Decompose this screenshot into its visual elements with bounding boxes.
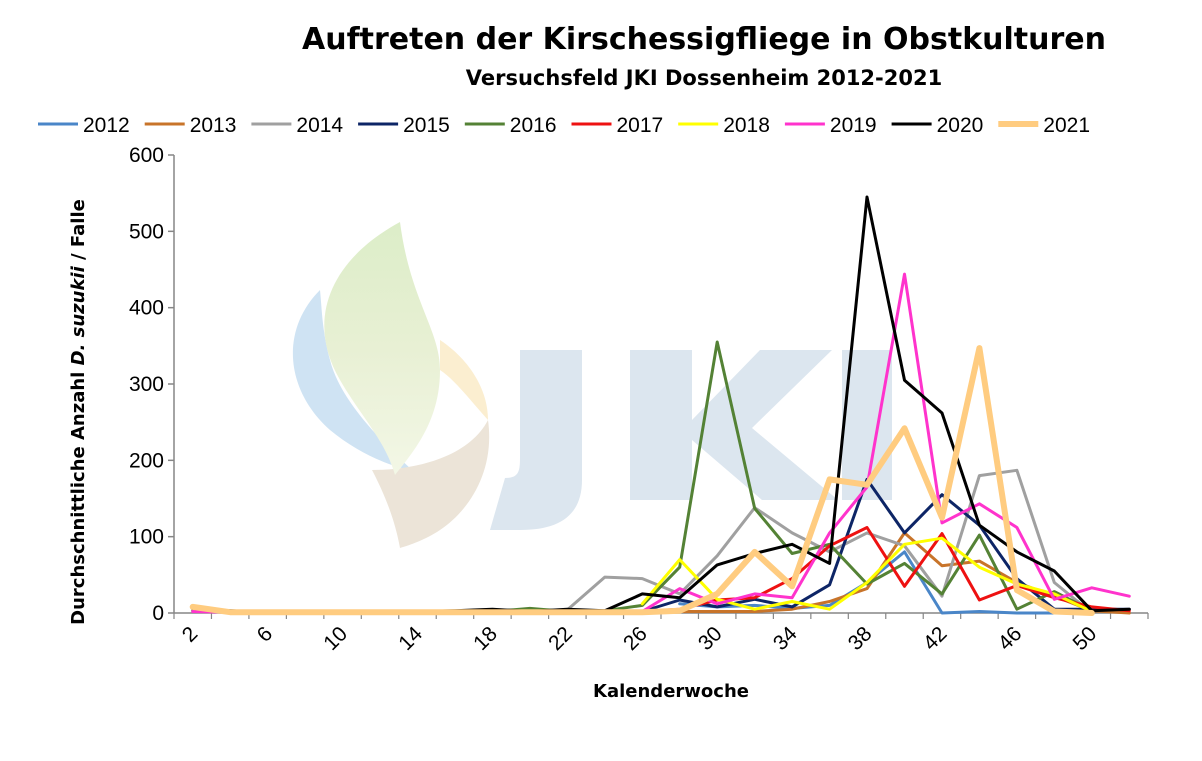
x-tick-label: 22 — [544, 622, 577, 655]
y-axis-label-species: D. suzukii — [68, 265, 89, 365]
series-line-2021 — [189, 345, 1095, 616]
jki-watermark-logo — [292, 222, 892, 548]
x-tick-label: 50 — [1069, 622, 1102, 655]
x-tick-label: 42 — [919, 622, 952, 655]
watermark-blue-arc — [292, 290, 412, 470]
x-tick-label: 10 — [319, 622, 352, 655]
legend-label-2016: 2016 — [510, 114, 557, 137]
legend: 2012 2013 2014 2015 2016 2017 2018 2019 2020 2021 — [38, 114, 1090, 137]
y-tick-label: 500 — [129, 220, 164, 243]
y-axis-label-part-3: / Falle — [68, 199, 89, 266]
y-tick-label: 600 — [129, 144, 164, 167]
y-tick-label: 400 — [129, 297, 164, 320]
series-layer — [189, 195, 1131, 616]
series-line-2012 — [678, 550, 1094, 615]
x-tick-label: 30 — [694, 622, 727, 655]
x-tick-label: 6 — [253, 622, 278, 647]
chart-title: Auftreten der Kirschessigfliege in Obstk… — [302, 22, 1106, 57]
legend-label-2015: 2015 — [403, 114, 450, 137]
watermark-stripes — [372, 420, 490, 548]
watermark-yellow-arc — [440, 340, 488, 420]
legend-label-2013: 2013 — [190, 114, 237, 137]
legend-label-2020: 2020 — [937, 114, 984, 137]
x-tick-label: 2 — [178, 622, 203, 647]
y-tick-label: 0 — [152, 602, 164, 625]
legend-label-2021: 2021 — [1043, 114, 1090, 137]
x-tick-label: 38 — [844, 622, 877, 655]
x-tick-label: 18 — [469, 622, 502, 655]
y-axis-label: Durchschnittliche Anzahl D. suzukii / Fa… — [68, 199, 89, 625]
y-tick-label: 300 — [129, 373, 164, 396]
legend-label-2012: 2012 — [83, 114, 130, 137]
watermark-flame — [324, 222, 440, 475]
x-axis-label: Kalenderwoche — [593, 681, 749, 702]
x-tick-label: 46 — [994, 622, 1027, 655]
x-tick-label: 26 — [619, 622, 652, 655]
x-tick-label: 14 — [394, 622, 427, 655]
watermark-letter-j — [490, 350, 582, 530]
y-axis-label-part-1: Durchschnittliche Anzahl — [68, 365, 89, 624]
y-tick-label: 200 — [129, 449, 164, 472]
legend-label-2019: 2019 — [830, 114, 877, 137]
chart-subtitle: Versuchsfeld JKI Dossenheim 2012-2021 — [466, 66, 942, 90]
x-tick-label: 34 — [769, 622, 802, 655]
legend-label-2014: 2014 — [296, 114, 343, 137]
legend-label-2017: 2017 — [617, 114, 664, 137]
series-line-2019 — [191, 272, 1131, 614]
legend-label-2018: 2018 — [723, 114, 770, 137]
watermark-letter-k — [630, 350, 838, 500]
y-tick-label: 100 — [129, 526, 164, 549]
